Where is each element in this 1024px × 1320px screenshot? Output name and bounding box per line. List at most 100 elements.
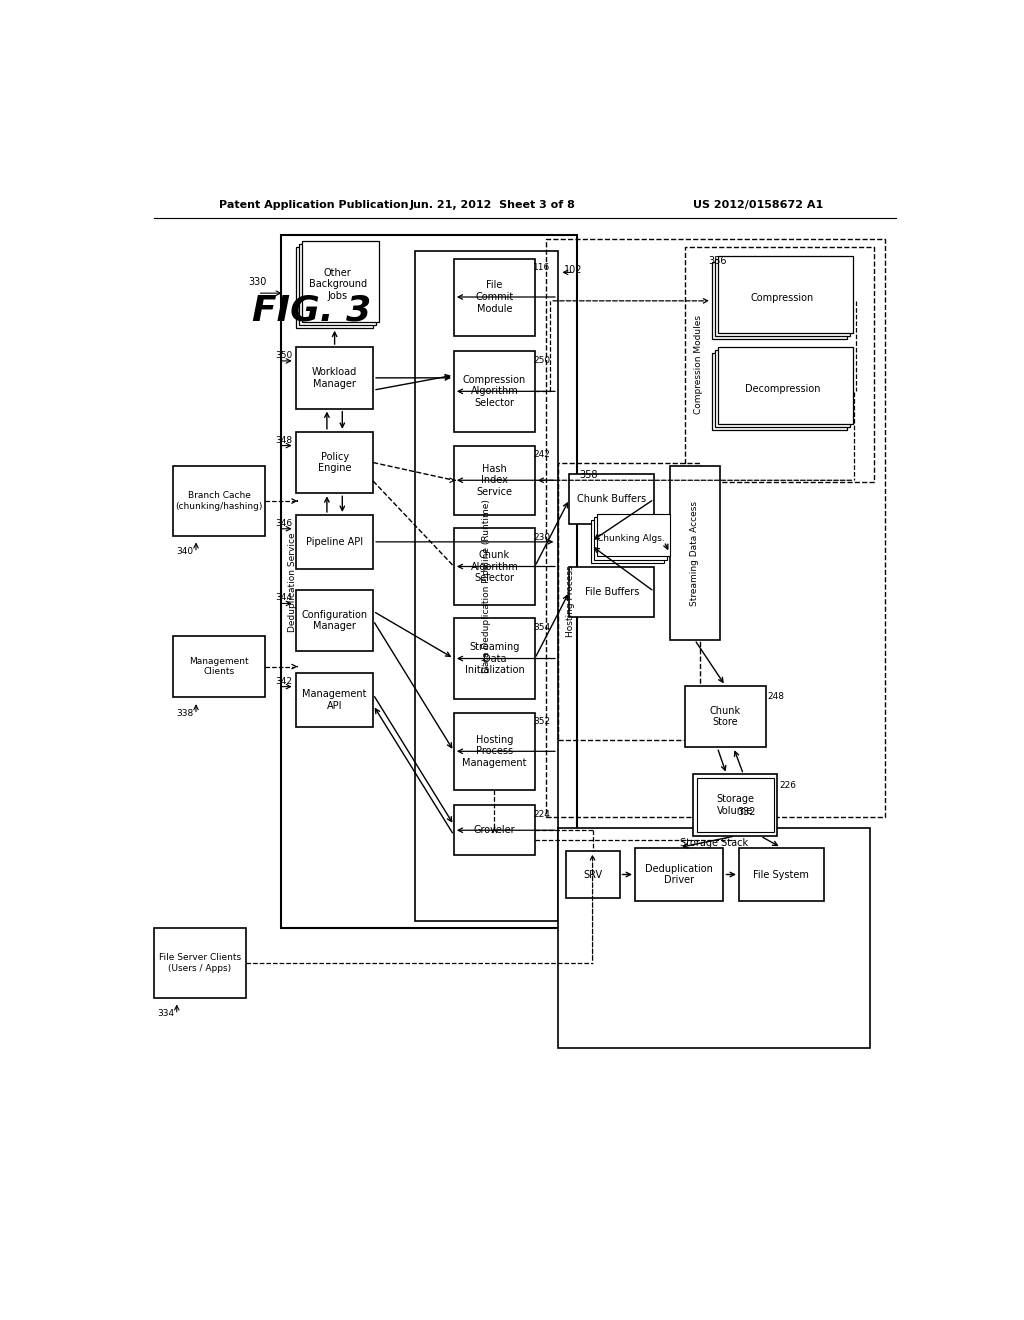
Text: 334: 334 (158, 1010, 175, 1018)
Text: FIG. 3: FIG. 3 (252, 293, 372, 327)
Text: Pipeline API: Pipeline API (306, 537, 364, 546)
Text: Configuration
Manager: Configuration Manager (301, 610, 368, 631)
Text: SRV: SRV (583, 870, 602, 879)
Text: File Server Clients
(Users / Apps): File Server Clients (Users / Apps) (159, 953, 241, 973)
Text: 356: 356 (708, 256, 727, 267)
Text: Groveler: Groveler (473, 825, 515, 836)
Text: Deduplication Service: Deduplication Service (289, 532, 297, 632)
Text: Streaming Data Access: Streaming Data Access (690, 500, 699, 606)
Text: 346: 346 (275, 519, 292, 528)
Bar (715, 259, 850, 337)
Text: 342: 342 (275, 677, 292, 685)
Text: Hosting
Process
Management: Hosting Process Management (462, 735, 526, 768)
Bar (569, 566, 654, 616)
Text: 330: 330 (249, 277, 267, 286)
Bar (718, 256, 853, 333)
Text: Storage Stack: Storage Stack (680, 838, 748, 847)
Bar (712, 263, 847, 339)
Text: 248: 248 (767, 692, 784, 701)
Bar (558, 462, 700, 739)
Text: US 2012/0158672 A1: US 2012/0158672 A1 (693, 199, 823, 210)
Bar (696, 779, 773, 832)
Bar (299, 244, 376, 325)
Bar (296, 432, 373, 494)
Text: Data Deduplication Pipeline (Runtime): Data Deduplication Pipeline (Runtime) (482, 499, 492, 673)
Bar (685, 247, 873, 482)
Text: 250: 250 (534, 355, 550, 364)
Text: Deduplication
Driver: Deduplication Driver (645, 863, 713, 886)
Bar (454, 618, 535, 700)
Text: Jun. 21, 2012  Sheet 3 of 8: Jun. 21, 2012 Sheet 3 of 8 (410, 199, 575, 210)
Bar (569, 474, 654, 524)
Text: Compression Modules: Compression Modules (694, 315, 703, 414)
Text: Hash
Index
Service: Hash Index Service (476, 463, 512, 496)
Text: Hosting Process: Hosting Process (565, 565, 574, 638)
Text: Management
API: Management API (302, 689, 367, 710)
Bar (547, 239, 885, 817)
Text: 350: 350 (275, 351, 292, 360)
Text: 226: 226 (779, 780, 796, 789)
Text: Storage
Volume: Storage Volume (716, 795, 754, 816)
Bar (685, 686, 766, 747)
Text: Patent Application Publication: Patent Application Publication (219, 199, 409, 210)
Text: File Buffers: File Buffers (585, 586, 639, 597)
Text: 116: 116 (534, 263, 551, 272)
Bar (454, 528, 535, 605)
Text: 348: 348 (275, 436, 292, 445)
Bar (597, 513, 671, 557)
Text: Policy
Engine: Policy Engine (317, 451, 351, 474)
Text: Chunking Algs.: Chunking Algs. (597, 533, 665, 543)
Bar (296, 673, 373, 726)
Text: Other
Background
Jobs: Other Background Jobs (308, 268, 367, 301)
Text: Chunk
Algorithm
Selector: Chunk Algorithm Selector (470, 550, 518, 583)
Bar (670, 466, 720, 640)
Bar (416, 251, 558, 921)
Bar (715, 350, 850, 428)
Bar (565, 851, 620, 898)
Text: 102: 102 (564, 264, 583, 275)
Text: Decompression: Decompression (744, 384, 820, 393)
Bar (173, 636, 265, 697)
Bar (635, 847, 724, 902)
Text: Workload
Manager: Workload Manager (312, 367, 357, 388)
Text: Compression
Algorithm
Selector: Compression Algorithm Selector (463, 375, 526, 408)
Bar (296, 515, 373, 569)
Bar (739, 847, 823, 902)
Text: 230: 230 (534, 533, 550, 541)
Bar (296, 590, 373, 651)
Bar (154, 928, 246, 998)
Text: Branch Cache
(chunking/hashing): Branch Cache (chunking/hashing) (175, 491, 263, 511)
Text: Chunk Buffers: Chunk Buffers (578, 494, 646, 504)
Text: File
Commit
Module: File Commit Module (475, 280, 513, 314)
Bar (454, 351, 535, 432)
Text: Chunk
Store: Chunk Store (710, 706, 741, 727)
Text: File System: File System (754, 870, 809, 879)
Bar (594, 517, 668, 560)
Bar (454, 805, 535, 855)
Bar (296, 347, 373, 409)
Bar (173, 466, 265, 536)
Text: 242: 242 (534, 450, 550, 459)
Bar (296, 247, 373, 327)
Bar (454, 713, 535, 789)
Text: 340: 340 (177, 548, 194, 556)
Bar (454, 446, 535, 515)
Bar (558, 829, 869, 1048)
Text: 332: 332 (737, 807, 756, 817)
Text: Compression: Compression (751, 293, 814, 302)
Bar (281, 235, 578, 928)
Bar (454, 259, 535, 335)
Text: 354: 354 (534, 623, 550, 632)
Bar (718, 347, 853, 424)
Text: Streaming
Data
Initialization: Streaming Data Initialization (465, 642, 524, 675)
Bar (712, 354, 847, 430)
Text: 224: 224 (534, 810, 550, 818)
Bar (591, 520, 665, 562)
Text: 338: 338 (177, 709, 194, 718)
Text: 344: 344 (275, 594, 292, 602)
Text: 352: 352 (534, 718, 550, 726)
Bar (302, 240, 379, 322)
Text: 358: 358 (580, 470, 598, 480)
Bar (692, 775, 777, 836)
Text: Management
Clients: Management Clients (189, 657, 249, 676)
